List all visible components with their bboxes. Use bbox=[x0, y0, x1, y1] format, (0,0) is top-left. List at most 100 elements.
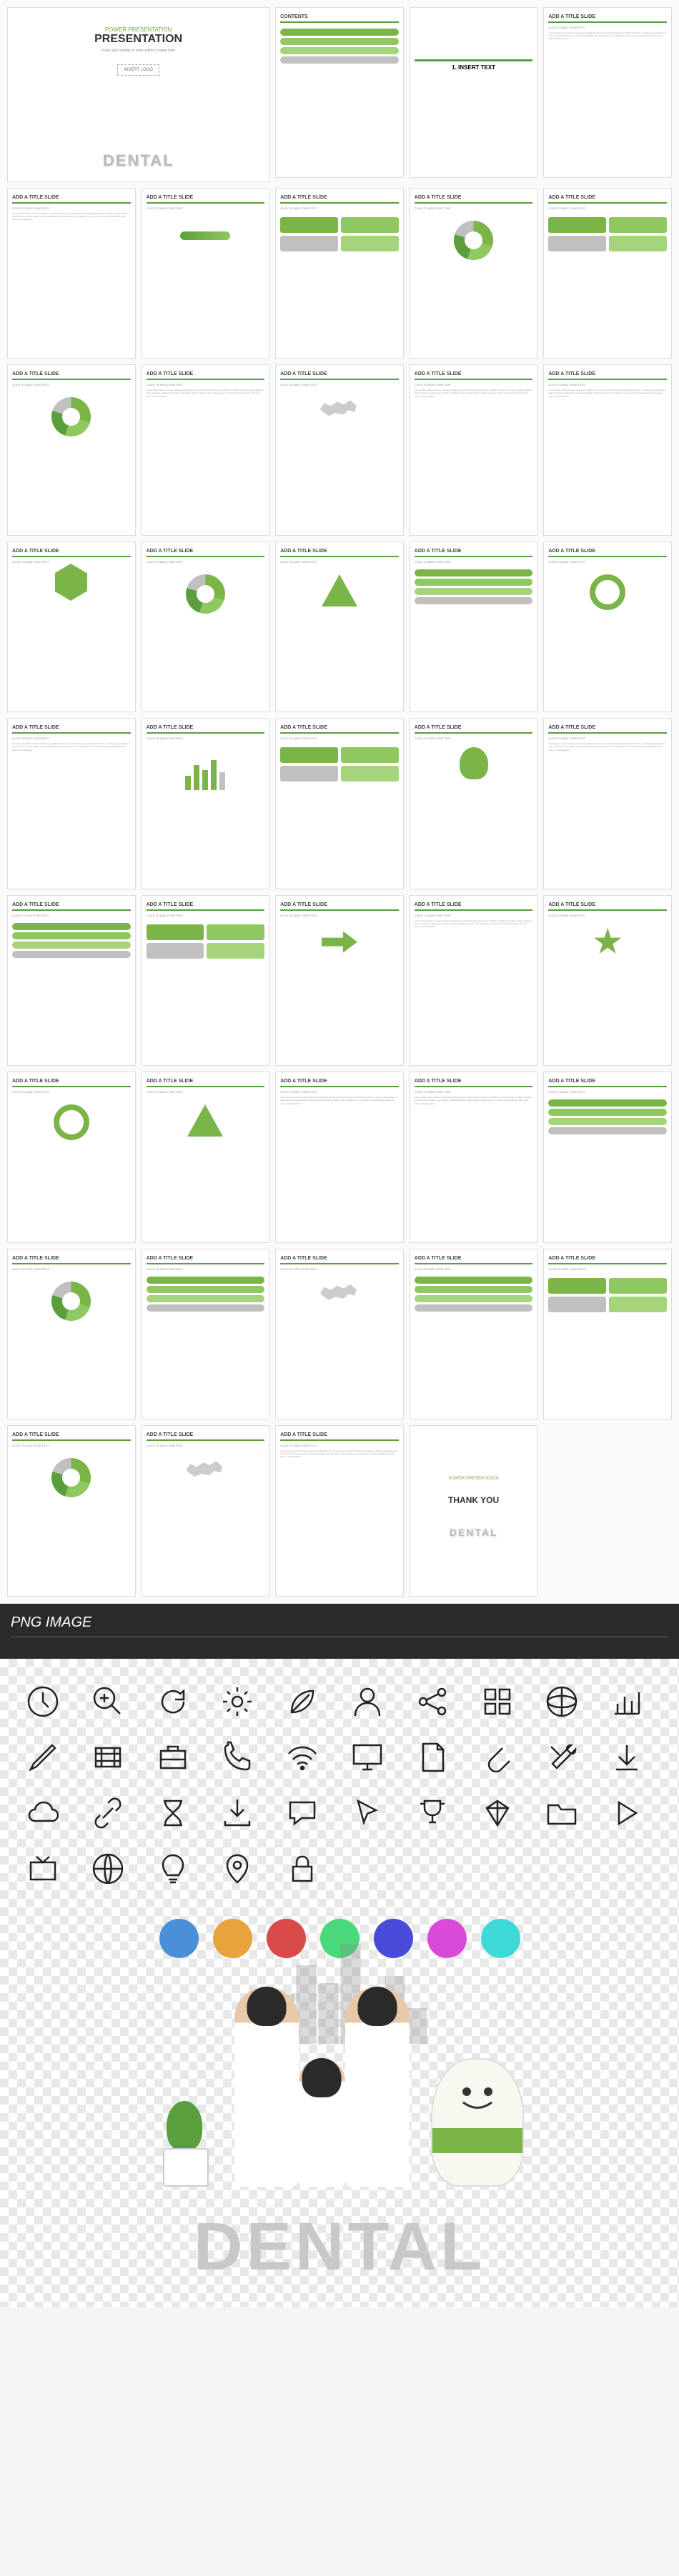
cloud-icon bbox=[21, 1792, 64, 1834]
download-icon bbox=[216, 1792, 259, 1834]
slide-grid: POWER PRESENTATION PRESENTATION Insert y… bbox=[0, 0, 679, 1604]
slide-sub: CLICK TO ADD YOUR TEXT bbox=[415, 560, 533, 564]
insert-logo: INSERT LOGO bbox=[117, 64, 159, 76]
slide-title: ADD A TITLE SLIDE bbox=[147, 546, 265, 557]
doc-icon bbox=[411, 1736, 454, 1779]
tooth-mascot bbox=[431, 2058, 524, 2187]
slide-title: ADD A TITLE SLIDE bbox=[415, 900, 533, 911]
share-icon bbox=[411, 1680, 454, 1723]
building bbox=[319, 1983, 339, 2044]
template-slide: ADD A TITLE SLIDECLICK TO ADD YOUR TEXT bbox=[7, 1249, 136, 1419]
slide-title: ADD A TITLE SLIDE bbox=[280, 193, 399, 204]
slide-title: ADD A TITLE SLIDE bbox=[12, 369, 131, 380]
icon-grid bbox=[21, 1680, 658, 1890]
globe-icon bbox=[540, 1680, 583, 1723]
slide-sub: CLICK TO ADD YOUR TEXT bbox=[548, 1267, 667, 1271]
slide-sub: CLICK TO ADD YOUR TEXT bbox=[415, 737, 533, 740]
template-slide: ADD A TITLE SLIDECLICK TO ADD YOUR TEXT bbox=[543, 1249, 672, 1419]
clip-icon bbox=[476, 1736, 519, 1779]
template-slide: ADD A TITLE SLIDECLICK TO ADD YOUR TEXTL… bbox=[142, 364, 270, 535]
slide-sub: CLICK TO ADD YOUR TEXT bbox=[280, 1267, 399, 1271]
world-icon bbox=[86, 1847, 129, 1890]
template-slide: ADD A TITLE SLIDE CLICK TO ADD YOUR TEXT bbox=[543, 541, 672, 712]
slide-sub: CLICK TO ADD YOUR TEXT bbox=[415, 383, 533, 386]
slide-title: ADD A TITLE SLIDE bbox=[12, 193, 131, 204]
slide-sub: CLICK TO ADD YOUR TEXT bbox=[415, 1267, 533, 1271]
slide-sub: CLICK TO ADD YOUR TEXT bbox=[548, 560, 667, 564]
wifi-icon bbox=[281, 1736, 324, 1779]
user-icon bbox=[346, 1680, 389, 1723]
template-slide: CONTENTS bbox=[275, 7, 404, 178]
bottom-scene bbox=[21, 1987, 658, 2187]
slide-sub: CLICK TO ADD YOUR TEXT bbox=[12, 1090, 131, 1094]
template-slide: ADD A TITLE SLIDECLICK TO ADD YOUR TEXT bbox=[543, 895, 672, 1066]
chart-icon bbox=[605, 1680, 648, 1723]
slide-title: ADD A TITLE SLIDE bbox=[280, 1430, 399, 1441]
template-slide: ADD A TITLE SLIDECLICK TO ADD YOUR TEXT bbox=[7, 1072, 136, 1242]
slide-sub: CLICK TO ADD YOUR TEXT bbox=[147, 914, 265, 917]
leaf-icon bbox=[281, 1680, 324, 1723]
refresh-icon bbox=[152, 1680, 194, 1723]
film-icon bbox=[86, 1736, 129, 1779]
slide-sub: CLICK TO ADD YOUR TEXT bbox=[280, 737, 399, 740]
template-slide: ADD A TITLE SLIDECLICK TO ADD YOUR TEXT bbox=[275, 895, 404, 1066]
template-slide: ADD A TITLE SLIDECLICK TO ADD YOUR TEXTL… bbox=[7, 188, 136, 359]
slide-title: ADD A TITLE SLIDE bbox=[548, 12, 667, 23]
template-slide: 1. INSERT TEXT bbox=[410, 7, 538, 178]
slide-title: ADD A TITLE SLIDE bbox=[280, 369, 399, 380]
template-slide: ADD A TITLE SLIDECLICK TO ADD YOUR TEXTL… bbox=[410, 1072, 538, 1242]
slide-sub: CLICK TO ADD YOUR TEXT bbox=[12, 737, 131, 740]
slide-sub: CLICK TO ADD YOUR TEXT bbox=[12, 914, 131, 917]
template-slide: ADD A TITLE SLIDECLICK TO ADD YOUR TEXT bbox=[275, 1249, 404, 1419]
template-slide: ADD A TITLE SLIDE CLICK TO ADD YOUR TEXT bbox=[410, 1249, 538, 1419]
phone-icon bbox=[216, 1736, 259, 1779]
template-slide: ADD A TITLE SLIDECLICK TO ADD YOUR TEXTL… bbox=[410, 895, 538, 1066]
template-slide: ADD A TITLE SLIDECLICK TO ADD YOUR TEXT bbox=[543, 188, 672, 359]
person-kid bbox=[299, 2058, 345, 2187]
slide-sub: CLICK TO ADD YOUR TEXT bbox=[147, 1444, 265, 1447]
slide-sub: CLICK TO ADD YOUR TEXT bbox=[147, 737, 265, 740]
template-slide: ADD A TITLE SLIDE CLICK TO ADD YOUR TEXT bbox=[275, 364, 404, 535]
slide-title: ADD A TITLE SLIDE bbox=[280, 723, 399, 734]
folder-icon bbox=[540, 1792, 583, 1834]
slide-sub: CLICK TO ADD YOUR TEXT bbox=[415, 1090, 533, 1094]
template-slide: ADD A TITLE SLIDECLICK TO ADD YOUR TEXTL… bbox=[543, 7, 672, 178]
template-slide: ADD A TITLE SLIDECLICK TO ADD YOUR TEXT bbox=[7, 1425, 136, 1596]
tools-icon bbox=[540, 1736, 583, 1779]
slide-sub: CLICK TO ADD YOUR TEXT bbox=[548, 914, 667, 917]
slide-title: ADD A TITLE SLIDE bbox=[415, 1254, 533, 1264]
slide-sub: CLICK TO ADD YOUR TEXT bbox=[280, 383, 399, 386]
slide-sub: CLICK TO ADD YOUR TEXT bbox=[147, 1267, 265, 1271]
pointer-icon bbox=[346, 1792, 389, 1834]
template-slide: ADD A TITLE SLIDECLICK TO ADD YOUR TEXT bbox=[410, 541, 538, 712]
building bbox=[297, 1965, 317, 2044]
slide-sub: CLICK TO ADD YOUR TEXT bbox=[12, 383, 131, 386]
chat-icon bbox=[281, 1792, 324, 1834]
slide-title: ADD A TITLE SLIDE bbox=[548, 723, 667, 734]
slide-title: ADD A TITLE SLIDE bbox=[12, 1254, 131, 1264]
slide-title: ADD A TITLE SLIDE bbox=[147, 1254, 265, 1264]
bulb-icon bbox=[152, 1847, 194, 1890]
template-slide: ADD A TITLE SLIDE CLICK TO ADD YOUR TEXT bbox=[275, 718, 404, 889]
cover-title: PRESENTATION bbox=[94, 33, 182, 46]
clock-icon bbox=[21, 1680, 64, 1723]
slide-title: ADD A TITLE SLIDE bbox=[12, 1430, 131, 1441]
plant bbox=[156, 2094, 213, 2187]
slide-title: ADD A TITLE SLIDE bbox=[548, 546, 667, 557]
trophy-icon bbox=[411, 1792, 454, 1834]
slide-title: ADD A TITLE SLIDE bbox=[280, 1077, 399, 1087]
slide-sub: CLICK TO ADD YOUR TEXT bbox=[147, 383, 265, 386]
slide-sub: CLICK TO ADD YOUR TEXT bbox=[280, 206, 399, 210]
template-slide: ADD A TITLE SLIDECLICK TO ADD YOUR TEXT bbox=[142, 895, 270, 1066]
slide-title: ADD A TITLE SLIDE bbox=[147, 1430, 265, 1441]
slide-sub: CLICK TO ADD YOUR TEXT bbox=[280, 1090, 399, 1094]
link-icon bbox=[86, 1792, 129, 1834]
template-slide: ADD A TITLE SLIDECLICK TO ADD YOUR TEXTL… bbox=[410, 364, 538, 535]
slide-sub: CLICK TO ADD YOUR TEXT bbox=[415, 914, 533, 917]
tooth-face bbox=[456, 2085, 499, 2117]
template-slide: ADD A TITLE SLIDE CLICK TO ADD YOUR TEXT bbox=[275, 188, 404, 359]
png-title: PNG IMAGE bbox=[11, 1614, 668, 1637]
tv-icon bbox=[21, 1847, 64, 1890]
template-slide: ADD A TITLE SLIDECLICK TO ADD YOUR TEXT bbox=[142, 541, 270, 712]
slide-title: ADD A TITLE SLIDE bbox=[415, 723, 533, 734]
